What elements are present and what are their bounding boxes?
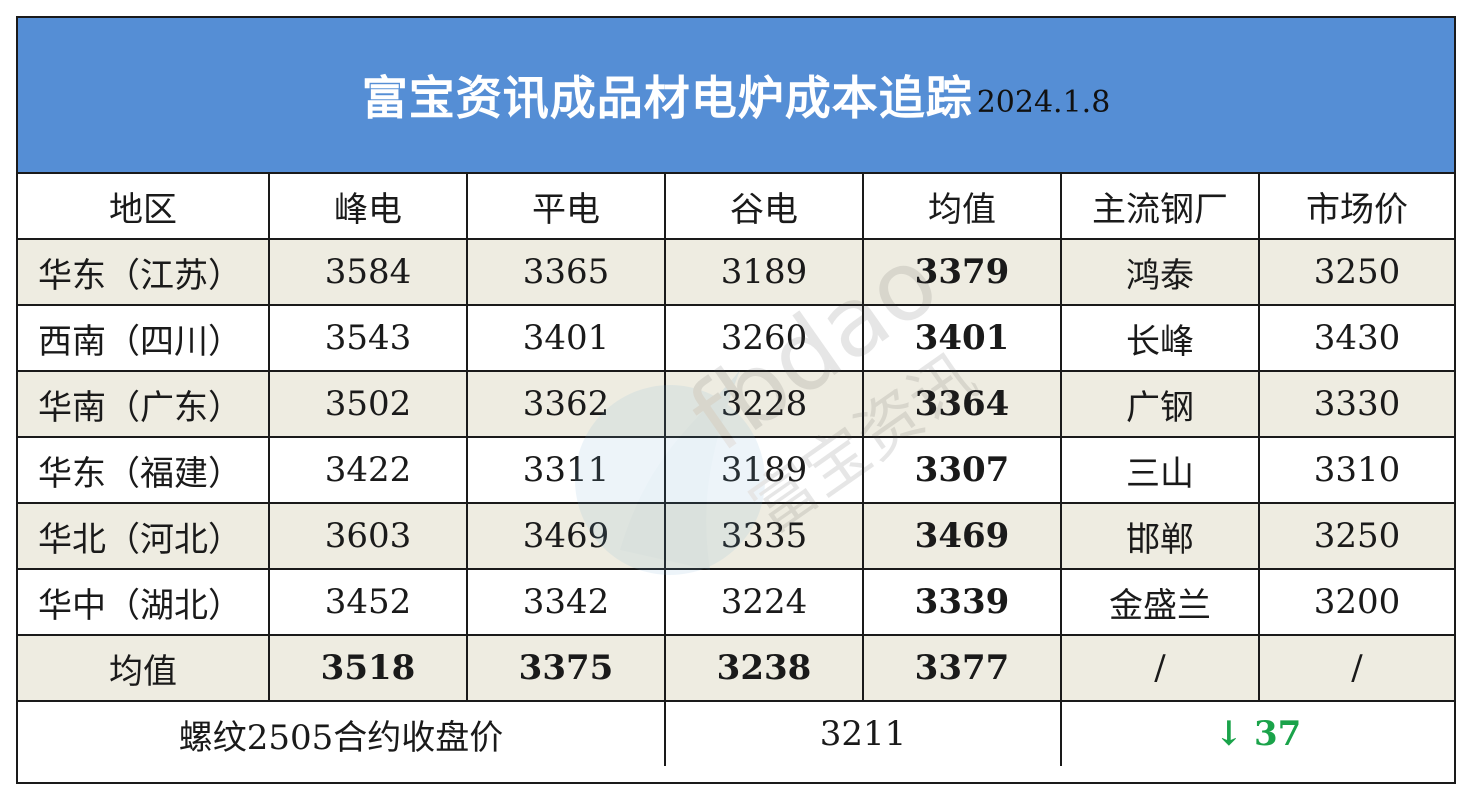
market-cell: 3250 bbox=[1258, 238, 1454, 306]
average-cell: 3469 bbox=[862, 502, 1062, 570]
average-cell: 3401 bbox=[862, 304, 1062, 372]
average-market: / bbox=[1258, 634, 1454, 702]
header-row: 地区 峰电 平电 谷电 均值 主流钢厂 市场价 bbox=[18, 174, 1454, 240]
header-region: 地区 bbox=[18, 174, 270, 240]
peak-cell: 3422 bbox=[268, 436, 468, 504]
mill-cell: 三山 bbox=[1060, 436, 1260, 504]
peak-cell: 3543 bbox=[268, 304, 468, 372]
mill-cell: 邯郸 bbox=[1060, 502, 1260, 570]
cost-table-frame: 富宝资讯成品材电炉成本追踪 2024.1.8 地区 峰电 平电 谷电 均值 主流… bbox=[16, 16, 1456, 784]
valley-cell: 3335 bbox=[664, 502, 864, 570]
peak-cell: 3584 bbox=[268, 238, 468, 306]
mill-cell: 金盛兰 bbox=[1060, 568, 1260, 636]
region-cell: 西南（四川） bbox=[18, 304, 270, 372]
table-row: 华北（河北） 3603 3469 3335 3469 邯郸 3250 bbox=[18, 502, 1454, 570]
market-cell: 3200 bbox=[1258, 568, 1454, 636]
header-mill: 主流钢厂 bbox=[1060, 174, 1260, 240]
market-cell: 3330 bbox=[1258, 370, 1454, 438]
cost-table: 地区 峰电 平电 谷电 均值 主流钢厂 市场价 华东（江苏） 3584 3365… bbox=[18, 174, 1454, 766]
mill-cell: 长峰 bbox=[1060, 304, 1260, 372]
average-cell: 3364 bbox=[862, 370, 1062, 438]
down-arrow-icon: ↓ bbox=[1214, 714, 1244, 754]
flat-cell: 3469 bbox=[466, 502, 666, 570]
header-valley: 谷电 bbox=[664, 174, 864, 240]
futures-change: ↓ 37 bbox=[1060, 700, 1454, 766]
region-cell: 华北（河北） bbox=[18, 502, 270, 570]
average-peak: 3518 bbox=[268, 634, 468, 702]
title-bar: 富宝资讯成品材电炉成本追踪 2024.1.8 bbox=[18, 18, 1454, 174]
flat-cell: 3365 bbox=[466, 238, 666, 306]
average-mill: / bbox=[1060, 634, 1260, 702]
flat-cell: 3311 bbox=[466, 436, 666, 504]
average-cell: 3379 bbox=[862, 238, 1062, 306]
region-cell: 华中（湖北） bbox=[18, 568, 270, 636]
table-date: 2024.1.8 bbox=[976, 84, 1111, 120]
flat-cell: 3342 bbox=[466, 568, 666, 636]
table-row: 华南（广东） 3502 3362 3228 3364 广钢 3330 bbox=[18, 370, 1454, 438]
futures-row: 螺纹2505合约收盘价 3211 ↓ 37 bbox=[18, 700, 1454, 766]
flat-cell: 3401 bbox=[466, 304, 666, 372]
average-overall: 3377 bbox=[862, 634, 1062, 702]
valley-cell: 3228 bbox=[664, 370, 864, 438]
average-flat: 3375 bbox=[466, 634, 666, 702]
average-row-label: 均值 bbox=[18, 634, 270, 702]
table-row: 西南（四川） 3543 3401 3260 3401 长峰 3430 bbox=[18, 304, 1454, 372]
market-cell: 3430 bbox=[1258, 304, 1454, 372]
region-cell: 华东（江苏） bbox=[18, 238, 270, 306]
region-cell: 华南（广东） bbox=[18, 370, 270, 438]
futures-label: 螺纹2505合约收盘价 bbox=[18, 700, 666, 766]
table-title: 富宝资讯成品材电炉成本追踪 bbox=[361, 71, 973, 125]
peak-cell: 3502 bbox=[268, 370, 468, 438]
peak-cell: 3452 bbox=[268, 568, 468, 636]
valley-cell: 3260 bbox=[664, 304, 864, 372]
average-cell: 3339 bbox=[862, 568, 1062, 636]
header-flat: 平电 bbox=[466, 174, 666, 240]
valley-cell: 3224 bbox=[664, 568, 864, 636]
average-valley: 3238 bbox=[664, 634, 864, 702]
region-cell: 华东（福建） bbox=[18, 436, 270, 504]
valley-cell: 3189 bbox=[664, 436, 864, 504]
average-cell: 3307 bbox=[862, 436, 1062, 504]
futures-price: 3211 bbox=[664, 700, 1062, 766]
header-market: 市场价 bbox=[1258, 174, 1454, 240]
mill-cell: 广钢 bbox=[1060, 370, 1260, 438]
futures-change-value: 37 bbox=[1253, 714, 1302, 754]
average-row: 均值 3518 3375 3238 3377 / / bbox=[18, 634, 1454, 702]
table-row: 华东（福建） 3422 3311 3189 3307 三山 3310 bbox=[18, 436, 1454, 504]
header-peak: 峰电 bbox=[268, 174, 468, 240]
header-average: 均值 bbox=[862, 174, 1062, 240]
mill-cell: 鸿泰 bbox=[1060, 238, 1260, 306]
table-row: 华东（江苏） 3584 3365 3189 3379 鸿泰 3250 bbox=[18, 238, 1454, 306]
table-row: 华中（湖北） 3452 3342 3224 3339 金盛兰 3200 bbox=[18, 568, 1454, 636]
peak-cell: 3603 bbox=[268, 502, 468, 570]
valley-cell: 3189 bbox=[664, 238, 864, 306]
market-cell: 3250 bbox=[1258, 502, 1454, 570]
flat-cell: 3362 bbox=[466, 370, 666, 438]
market-cell: 3310 bbox=[1258, 436, 1454, 504]
